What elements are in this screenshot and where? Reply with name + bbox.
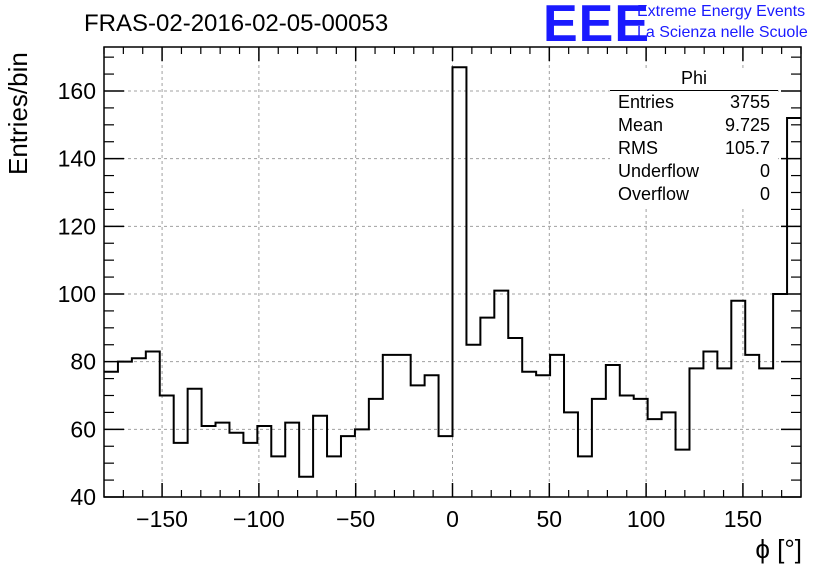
x-tick-label: −100 [233, 506, 285, 532]
histogram-bin [439, 436, 453, 497]
y-tick-label: 100 [58, 281, 96, 307]
histogram-bin [243, 443, 257, 497]
stats-title: Phi [610, 68, 778, 91]
stats-box: Phi Entries 3755 Mean 9.725 RMS 105.7 Un… [610, 68, 778, 206]
histogram-bin [313, 416, 327, 497]
histogram-bin [160, 395, 174, 497]
histogram-bin [480, 318, 494, 497]
y-axis-label: Entries/bin [3, 52, 33, 175]
histogram-bin [620, 395, 634, 497]
histogram-bin [773, 294, 787, 497]
histogram-bin [341, 436, 355, 497]
stats-label: Overflow [618, 184, 690, 204]
y-tick-label: 60 [70, 416, 96, 442]
stats-value: 3755 [729, 92, 770, 112]
y-tick-label: 140 [58, 146, 96, 172]
histogram-bin [188, 389, 202, 497]
stats-label: Mean [618, 115, 664, 135]
histogram-bin [425, 375, 439, 497]
histogram-bin [564, 412, 578, 497]
logo-caption-line2: La Scienza nelle Scuole [637, 24, 808, 41]
histogram-bin [453, 67, 467, 497]
histogram-bin [634, 399, 648, 497]
eee-logo: EEE [543, 0, 651, 53]
chart-title: FRAS-02-2016-02-05-00053 [84, 10, 389, 37]
histogram-bin [369, 399, 383, 497]
stats-value: 0 [759, 184, 770, 204]
x-tick-label: 150 [724, 506, 762, 532]
x-tick-label: −50 [336, 506, 375, 532]
tick-labels: −150 −100 −50 0 50 100 150 40 60 80 100 120 140 160 [58, 78, 762, 532]
stats-label: Underflow [618, 161, 700, 181]
histogram-bin [676, 450, 690, 497]
x-axis-label: ϕ [°] [755, 534, 802, 564]
histogram-bin [522, 372, 536, 497]
histogram-bin [299, 477, 313, 497]
x-tick-label: 50 [537, 506, 563, 532]
histogram-bin [536, 375, 550, 497]
histogram-bin [759, 368, 773, 497]
histogram-bin [787, 118, 801, 497]
histogram-bin [397, 355, 411, 497]
y-tick-label: 40 [70, 484, 96, 510]
axes-frame [103, 46, 802, 498]
histogram-bin [327, 456, 341, 497]
stats-row-overflow: Overflow 0 [610, 183, 778, 206]
stats-label: Entries [618, 92, 675, 112]
histogram-bin [745, 355, 759, 497]
x-tick-label: −150 [136, 506, 188, 532]
stats-value: 9.725 [724, 115, 770, 135]
histogram-bin [132, 358, 146, 497]
histogram-bin [411, 385, 425, 497]
histogram-bin [383, 355, 397, 497]
stats-row-rms: RMS 105.7 [610, 137, 778, 160]
histogram-bin [202, 426, 216, 497]
histogram-bin [174, 443, 188, 497]
histogram-bin [285, 423, 299, 497]
x-tick-label: 0 [446, 506, 459, 532]
logo-caption-line1: Extreme Energy Events [637, 3, 806, 20]
histogram-bin [229, 433, 243, 497]
histogram-bin [146, 352, 160, 497]
histogram-bin [592, 399, 606, 497]
histogram-bin [466, 345, 480, 497]
histogram-bin [689, 368, 703, 497]
stats-row-entries: Entries 3755 [610, 91, 778, 114]
histogram-bin [216, 423, 230, 497]
histogram-bin [648, 419, 662, 497]
histogram-bin [662, 412, 676, 497]
y-tick-label: 120 [58, 213, 96, 239]
x-tick-label: 100 [627, 506, 665, 532]
histogram-bin [731, 301, 745, 497]
stats-row-mean: Mean 9.725 [610, 114, 778, 137]
histogram-bin [606, 365, 620, 497]
histogram-line [104, 66, 801, 478]
histogram-bin [355, 429, 369, 497]
y-tick-label: 160 [58, 78, 96, 104]
histogram-series [104, 66, 801, 497]
histogram-bin [494, 291, 508, 497]
stats-value: 0 [759, 161, 770, 181]
y-tick-label: 80 [70, 349, 96, 375]
stats-row-underflow: Underflow 0 [610, 160, 778, 183]
histogram-bin [703, 352, 717, 497]
histogram-bin [104, 372, 118, 497]
histogram-bin [717, 368, 731, 497]
histogram-bin [578, 456, 592, 497]
histogram-bin [550, 355, 564, 497]
stats-label: RMS [618, 138, 658, 158]
histogram-bin [508, 338, 522, 497]
stats-value: 105.7 [724, 138, 770, 158]
